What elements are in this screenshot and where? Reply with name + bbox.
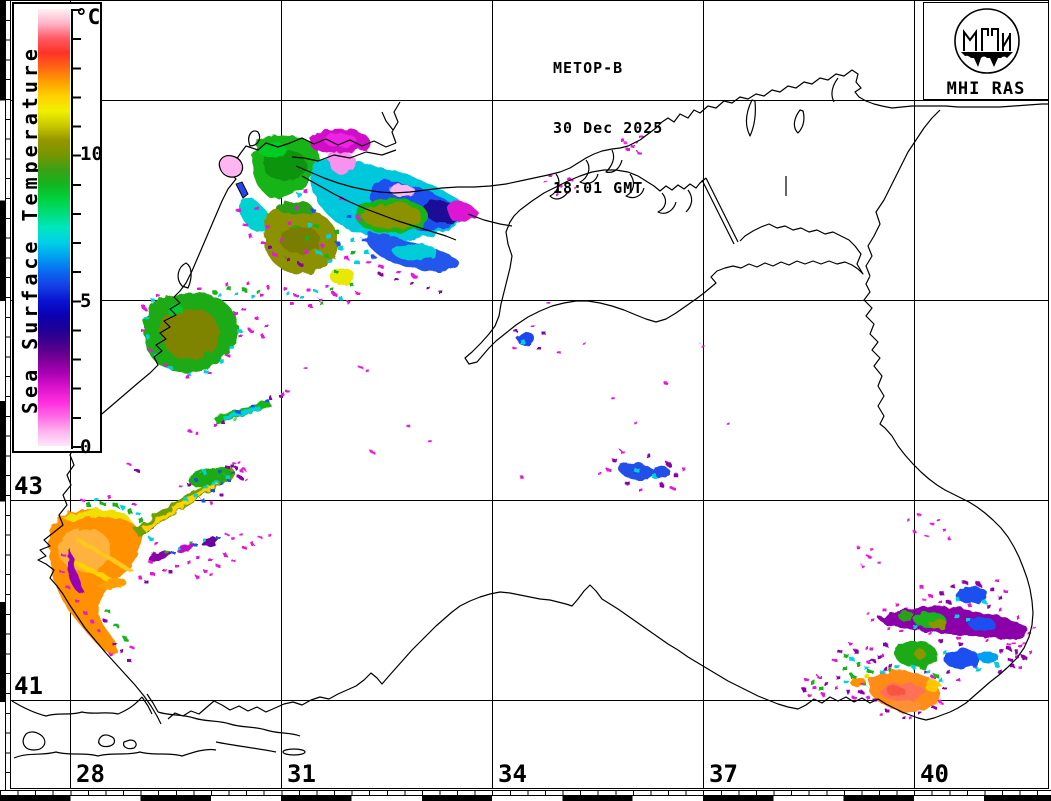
latitude-ruler-ticks <box>5 0 10 790</box>
coastlines <box>11 69 1049 759</box>
colorbar <box>38 9 70 446</box>
coast-odessa-liman <box>218 155 244 178</box>
latitude-label-43: 43 <box>14 472 43 500</box>
logo-label: MHI RAS <box>946 79 1026 99</box>
longitude-ruler-blocks <box>0 796 1051 801</box>
coast-sapanca-lake <box>282 748 306 756</box>
header-block: METOP-B 30 Dec 2025 18:01 GMT <box>553 18 663 238</box>
sst-data-layer <box>48 128 1037 720</box>
longitude-label-28: 28 <box>76 760 105 788</box>
longitude-label-40: 40 <box>920 760 949 788</box>
longitude-label-31: 31 <box>287 760 316 788</box>
colorbar-tick-10: 10 <box>80 143 103 165</box>
mhi-ras-logo-icon <box>954 8 1020 74</box>
sst-legend: Sea Surface Temperature °C 10 5 0 <box>12 2 103 457</box>
longitude-label-34: 34 <box>498 760 527 788</box>
coast-west <box>37 142 291 725</box>
coast-liman-blue <box>235 181 249 199</box>
latitude-label-41: 41 <box>14 672 43 700</box>
colorbar-tick-0: 0 <box>80 436 92 458</box>
coast-tendra-spit <box>301 175 513 241</box>
coast-crimea <box>464 209 864 365</box>
coast-sivash-lagoons <box>549 149 693 214</box>
coast-azov-features <box>745 77 839 196</box>
coast-dnieper-estuary <box>289 101 401 162</box>
acquisition-date: 30 Dec 2025 <box>553 119 664 137</box>
coast-marmara <box>11 693 301 759</box>
coast-east-and-turkey <box>167 109 1034 721</box>
grid-lines <box>10 1 1049 789</box>
mhi-ras-logo-box: MHI RAS <box>923 2 1049 100</box>
colorbar-tick-5: 5 <box>80 290 92 312</box>
coast-arabat-spit <box>701 177 739 245</box>
longitude-ruler-ticks <box>0 790 1051 796</box>
latitude-ruler-blocks <box>0 0 5 790</box>
coast-crimea-north <box>519 169 707 211</box>
coast-karkinit-azov-north <box>295 69 1049 194</box>
colorbar-unit: °C <box>75 5 101 29</box>
colorbar-axis <box>71 9 81 449</box>
longitude-label-37: 37 <box>709 760 738 788</box>
satellite-name: METOP-B <box>553 59 624 77</box>
coast-dniester-liman <box>177 262 192 289</box>
coast-berezan-liman <box>248 130 261 147</box>
acquisition-time: 18:01 GMT <box>553 179 644 197</box>
